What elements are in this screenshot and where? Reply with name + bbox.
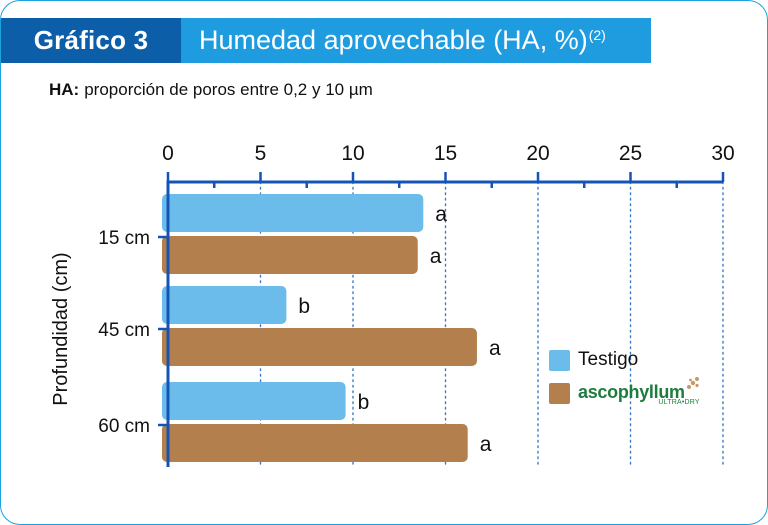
x-tick-label-10: 10 xyxy=(341,142,364,165)
figure-title-reference: (2) xyxy=(588,26,606,43)
y-axis-title: Profundidad (cm) xyxy=(50,252,72,405)
bars xyxy=(162,194,477,462)
x-tick-label-0: 0 xyxy=(162,142,174,165)
subtitle-text: proporción de poros entre 0,2 y 10 µm xyxy=(84,80,373,99)
seaweed-icon xyxy=(686,377,699,389)
bar-testigo-1 xyxy=(162,286,287,324)
x-tick-label-5: 5 xyxy=(255,142,267,165)
bar-testigo-0 xyxy=(162,194,424,232)
legend-swatch-ascophyllum xyxy=(549,382,570,404)
legend-item-testigo: Testigo xyxy=(549,349,739,371)
significance-label-ascophyllum-1: a xyxy=(489,337,501,360)
significance-label-ascophyllum-2: a xyxy=(480,433,492,456)
figure-subtitle: HA: proporción de poros entre 0,2 y 10 µm xyxy=(49,80,373,100)
significance-label-ascophyllum-0: a xyxy=(430,245,442,268)
significance-label-testigo-2: b xyxy=(358,391,370,414)
bar-ascophyllum-1 xyxy=(162,328,477,366)
x-tick-label-25: 25 xyxy=(619,142,642,165)
category-label-1: 45 cm xyxy=(98,320,150,341)
logo-brand-sub: ULTRA•DRY xyxy=(658,399,700,406)
significance-label-testigo-1: b xyxy=(298,295,310,318)
category-label-2: 60 cm xyxy=(98,416,150,437)
figure-header: Gráfico 3 Humedad aprovechable (HA, %) (2… xyxy=(1,18,651,63)
logo-brand-name: ascophyllum xyxy=(578,382,685,402)
x-tick-label-15: 15 xyxy=(434,142,457,165)
chart-legend: Testigo ascophyllum ULTRA•DRY xyxy=(549,349,739,406)
legend-swatch-testigo xyxy=(549,349,570,371)
axes xyxy=(158,172,725,467)
x-tick-label-30: 30 xyxy=(711,142,734,165)
figure-title-text: Humedad aprovechable (HA, %) xyxy=(199,25,588,55)
figure-number: Gráfico 3 xyxy=(1,18,181,63)
x-tick-label-20: 20 xyxy=(526,142,549,165)
subtitle-term: HA: xyxy=(49,80,80,99)
category-label-0: 15 cm xyxy=(98,228,150,249)
figure-title: Humedad aprovechable (HA, %) (2) xyxy=(199,18,606,63)
legend-label-testigo: Testigo xyxy=(578,349,639,370)
ascophyllum-logo: ascophyllum ULTRA•DRY xyxy=(578,377,700,406)
bar-ascophyllum-0 xyxy=(162,236,418,274)
bar-ascophyllum-2 xyxy=(162,424,468,462)
significance-label-testigo-0: a xyxy=(435,203,447,226)
bar-testigo-2 xyxy=(162,382,346,420)
legend-item-ascophyllum: ascophyllum ULTRA•DRY xyxy=(549,377,739,406)
